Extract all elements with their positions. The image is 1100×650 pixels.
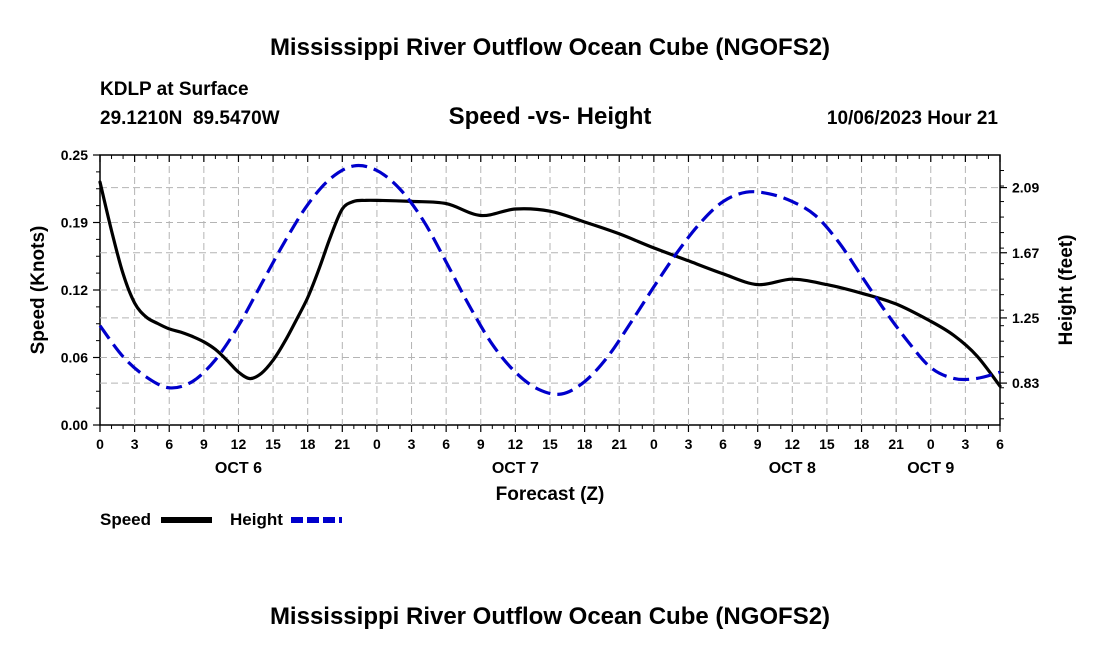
y-axis-left-label: Speed (Knots) bbox=[28, 226, 49, 355]
series-layer bbox=[98, 163, 1002, 396]
station-coords: 29.1210N 89.5470W bbox=[100, 108, 280, 129]
x-tick-label: 3 bbox=[685, 436, 693, 452]
x-tick-label: 15 bbox=[265, 436, 281, 452]
x-tick-label: 3 bbox=[408, 436, 416, 452]
x-tick-label: 9 bbox=[754, 436, 762, 452]
x-tick-label: 6 bbox=[996, 436, 1004, 452]
y-left-tick-label: 0.25 bbox=[61, 147, 88, 163]
x-axis-label: Forecast (Z) bbox=[496, 484, 605, 505]
day-label: OCT 6 bbox=[215, 460, 262, 477]
series-line-speed bbox=[98, 180, 1002, 388]
x-tick-label: 6 bbox=[442, 436, 450, 452]
x-tick-label: 0 bbox=[650, 436, 658, 452]
x-tick-label: 9 bbox=[477, 436, 485, 452]
station-label: KDLP at Surface bbox=[100, 79, 249, 100]
x-tick-label: 18 bbox=[300, 436, 316, 452]
day-label: OCT 9 bbox=[907, 460, 954, 477]
x-tick-label: 12 bbox=[231, 436, 247, 452]
x-tick-label: 12 bbox=[785, 436, 801, 452]
axis-ticks: 0 3 6 9 12 15 18 21 0 3 6 9 12 15 18 21 0 3 6 9 12 15 18 21 0 3 6 O… bbox=[61, 147, 1040, 477]
x-tick-label: 3 bbox=[961, 436, 969, 452]
x-tick-label: 0 bbox=[927, 436, 935, 452]
x-tick-label: 21 bbox=[335, 436, 351, 452]
legend-speed-label: Speed bbox=[100, 510, 151, 529]
chart-title: Mississippi River Outflow Ocean Cube (NG… bbox=[270, 34, 830, 61]
x-tick-label: 0 bbox=[96, 436, 104, 452]
grid-lines bbox=[100, 155, 1000, 425]
x-tick-label: 21 bbox=[611, 436, 627, 452]
x-tick-label: 0 bbox=[373, 436, 381, 452]
x-tick-label: 21 bbox=[888, 436, 904, 452]
x-tick-label: 18 bbox=[577, 436, 593, 452]
y-axis-right-label: Height (feet) bbox=[1056, 235, 1077, 346]
legend-height-label: Height bbox=[230, 510, 283, 529]
x-tick-label: 9 bbox=[200, 436, 208, 452]
series-line-height bbox=[98, 163, 1001, 396]
y-right-tick-label: 1.67 bbox=[1012, 245, 1039, 261]
forecast-timestamp: 10/06/2023 Hour 21 bbox=[827, 108, 999, 129]
y-left-tick-label: 0.06 bbox=[61, 350, 88, 366]
day-label: OCT 7 bbox=[492, 460, 539, 477]
x-tick-label: 15 bbox=[819, 436, 835, 452]
x-tick-label: 6 bbox=[165, 436, 173, 452]
y-right-tick-label: 2.09 bbox=[1012, 180, 1039, 196]
x-tick-label: 12 bbox=[508, 436, 524, 452]
y-left-tick-label: 0.00 bbox=[61, 417, 88, 433]
y-left-tick-label: 0.19 bbox=[61, 215, 88, 231]
day-label: OCT 8 bbox=[769, 460, 816, 477]
chart-subtitle: Speed -vs- Height bbox=[449, 103, 652, 130]
x-tick-label: 15 bbox=[542, 436, 558, 452]
legend: Speed Height bbox=[100, 510, 342, 529]
y-left-tick-label: 0.12 bbox=[61, 282, 88, 298]
y-right-tick-label: 1.25 bbox=[1012, 310, 1039, 326]
y-right-tick-label: 0.83 bbox=[1012, 375, 1039, 391]
footer-title: Mississippi River Outflow Ocean Cube (NG… bbox=[270, 603, 830, 630]
x-tick-label: 18 bbox=[854, 436, 870, 452]
x-tick-label: 3 bbox=[131, 436, 139, 452]
x-tick-label: 6 bbox=[719, 436, 727, 452]
